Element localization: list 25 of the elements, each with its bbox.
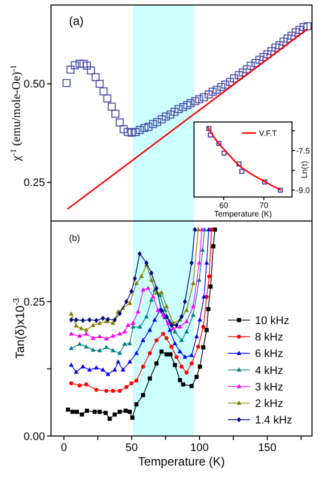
x-axis-title: Temperature (K) [138,454,225,468]
x-tick-label: 60 [219,201,229,210]
legend-label: 8 kHz [255,332,284,344]
legend-label: 3 kHz [255,381,284,394]
y-tick-label: 0.00 [24,430,45,443]
legend-label: 2 kHz [255,398,284,410]
legend-label: 4 kHz [255,364,284,377]
x-tick-label: 100 [190,442,209,454]
annotation: (b) [69,233,80,243]
legend-label: 6 kHz [255,348,284,360]
y2-axis-title: Ln(τ) [300,160,309,178]
y-tick-label: 0.50 [24,78,45,91]
x-tick-label: 50 [126,442,138,454]
y-tick-label: 0.25 [24,177,45,190]
x-tick-label: 150 [258,442,276,454]
y2-tick-label: -7.5 [296,146,310,156]
legend-label: V.F.T [259,128,278,138]
annotation: (a) [69,14,84,28]
legend-label: 10 kHz [255,314,290,327]
legend-label: 1.4 kHz [255,414,292,427]
x-tick-label: 0 [60,442,67,454]
y-tick-label: 0.25 [24,296,45,308]
x-axis-title: Temperature (K) [214,209,272,218]
y2-tick-label: -9.0 [296,186,310,195]
x-tick-label: 70 [259,201,269,210]
